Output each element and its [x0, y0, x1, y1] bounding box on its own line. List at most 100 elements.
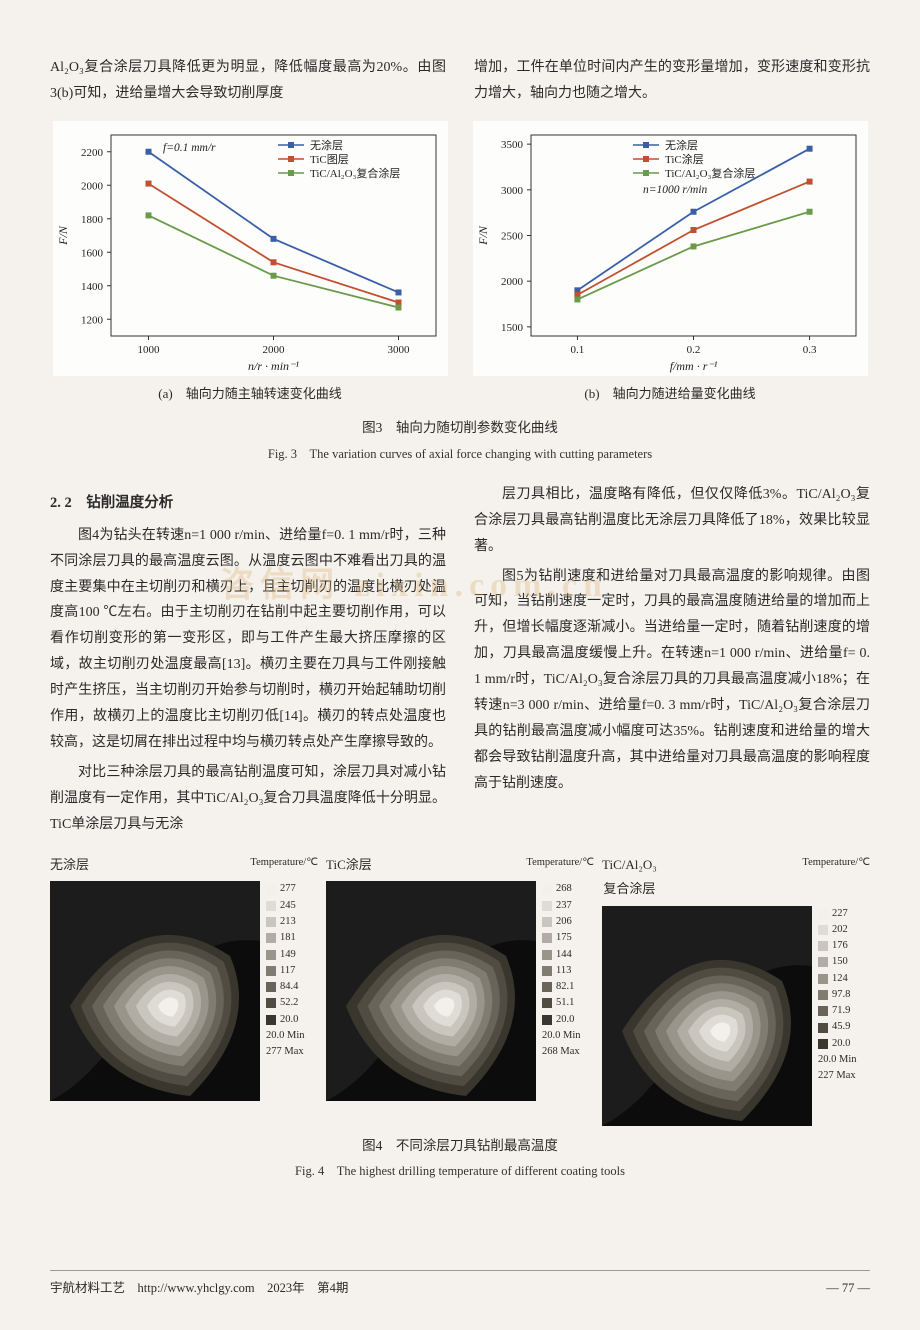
scale-swatch [818, 909, 828, 919]
svg-text:F/N: F/N [476, 225, 490, 246]
scale-swatch [818, 1006, 828, 1016]
scale-value: 117 [280, 963, 295, 979]
fig4-row: 无涂层 Temperature/℃ 27724521318114911784.452… [50, 853, 870, 1125]
scale-value: 206 [556, 914, 572, 930]
scale-swatch [542, 998, 552, 1008]
svg-text:3000: 3000 [501, 185, 524, 197]
scale-swatch [266, 885, 276, 895]
fig4-image: 26823720617514411382.151.120.020.0 Min26… [326, 881, 594, 1101]
top-left-text: Al₂O₃复合涂层刀具降低更为明显，降低幅度最高为20%。由图3(b)可知，进给… [50, 55, 446, 107]
scale-swatch [818, 974, 828, 984]
scale-swatch [542, 966, 552, 976]
scale-value: 181 [280, 930, 296, 946]
scale-value: 144 [556, 947, 572, 963]
scale-swatch [542, 885, 552, 895]
fig4-contour [50, 881, 260, 1101]
scale-swatch [818, 990, 828, 1000]
svg-text:1000: 1000 [137, 344, 160, 356]
svg-text:TiC涂层: TiC涂层 [665, 152, 704, 166]
scale-value: 150 [832, 954, 848, 970]
scale-swatch [542, 1015, 552, 1025]
svg-text:3000: 3000 [387, 344, 410, 356]
fig4-title: TiC涂层 [326, 853, 372, 877]
fig4-item: TiC/Al₂O₃ 复合涂层Temperature/℃2272021761501… [602, 853, 870, 1125]
scale-value: 20.0 [280, 1012, 298, 1028]
scale-value: 20.0 Min [266, 1028, 305, 1044]
svg-text:0.1: 0.1 [570, 344, 584, 356]
svg-text:1500: 1500 [501, 322, 524, 334]
svg-text:1800: 1800 [81, 214, 104, 226]
svg-text:F/N: F/N [56, 225, 70, 246]
svg-text:TiC图层: TiC图层 [310, 153, 349, 166]
fig3-caption-en: Fig. 3 The variation curves of axial for… [50, 443, 870, 466]
svg-text:2200: 2200 [81, 147, 104, 159]
fig4-title: TiC/Al₂O₃ 复合涂层 [602, 853, 657, 901]
fig4-image: 22720217615012497.871.945.920.020.0 Min2… [602, 906, 870, 1126]
scale-swatch [266, 966, 276, 976]
fig3b-subcap: (b) 轴向力随进给量变化曲线 [473, 382, 868, 406]
svg-text:1400: 1400 [81, 281, 104, 293]
svg-text:f=0.1 mm/r: f=0.1 mm/r [163, 142, 216, 154]
fig4-item: TiC涂层 Temperature/℃26823720617514411382.1… [326, 853, 594, 1125]
scale-value: 268 Max [542, 1044, 580, 1060]
scale-swatch [542, 917, 552, 927]
scale-value: 175 [556, 930, 572, 946]
fig4-title: 无涂层 [50, 853, 89, 877]
scale-value: 82.1 [556, 979, 574, 995]
top-right-text: 增加，工件在单位时间内产生的变形量增加，变形速度和变形抗力增大，轴向力也随之增大… [474, 55, 870, 107]
scale-swatch [266, 1015, 276, 1025]
fig4-scale: 22720217615012497.871.945.920.020.0 Min2… [812, 906, 870, 1126]
scale-value: 237 [556, 898, 572, 914]
scale-swatch [266, 950, 276, 960]
fig4-contour [602, 906, 812, 1126]
scale-value: 149 [280, 947, 296, 963]
svg-text:2000: 2000 [262, 344, 285, 356]
fig3a-box: 120014001600180020002200100020003000F/Nn… [53, 121, 448, 406]
section22-left-p1: 图4为钻头在转速n=1 000 r/min、进给量f=0. 1 mm/r时，三种… [50, 523, 446, 756]
fig4-image: 27724521318114911784.452.220.020.0 Min27… [50, 881, 318, 1101]
scale-value: 71.9 [832, 1003, 850, 1019]
svg-text:2000: 2000 [501, 276, 524, 288]
top-paragraph-row: Al₂O₃复合涂层刀具降低更为明显，降低幅度最高为20%。由图3(b)可知，进给… [50, 55, 870, 107]
fig4-caption: 图4 不同涂层刀具钻削最高温度 [50, 1134, 870, 1159]
footer-left: 宇航材料工艺 http://www.yhclgy.com 2023年 第4期 [50, 1277, 348, 1300]
svg-text:TiC/Al₂O₃复合涂层: TiC/Al₂O₃复合涂层 [310, 166, 400, 180]
scale-value: 124 [832, 971, 848, 987]
fig3-row: 120014001600180020002200100020003000F/Nn… [50, 121, 870, 406]
svg-text:n/r · min⁻¹: n/r · min⁻¹ [248, 359, 299, 373]
fig3b-box: 150020002500300035000.10.20.3F/Nf/mm · r… [473, 121, 868, 406]
section22-row: 2. 2 钻削温度分析 图4为钻头在转速n=1 000 r/min、进给量f=0… [50, 482, 870, 842]
scale-value: 20.0 [832, 1036, 850, 1052]
fig3a-subcap: (a) 轴向力随主轴转速变化曲线 [53, 382, 448, 406]
scale-swatch [542, 950, 552, 960]
svg-text:2500: 2500 [501, 230, 524, 242]
svg-text:无涂层: 无涂层 [665, 138, 698, 152]
scale-value: 227 [832, 906, 848, 922]
footer: 宇航材料工艺 http://www.yhclgy.com 2023年 第4期 —… [50, 1270, 870, 1300]
svg-text:2000: 2000 [81, 180, 104, 192]
scale-value: 245 [280, 898, 296, 914]
scale-value: 97.8 [832, 987, 850, 1003]
scale-swatch [818, 1023, 828, 1033]
scale-value: 51.1 [556, 995, 574, 1011]
fig3a-chart: 120014001600180020002200100020003000F/Nn… [53, 121, 448, 376]
scale-swatch [818, 957, 828, 967]
scale-value: 176 [832, 938, 848, 954]
scale-swatch [266, 901, 276, 911]
svg-text:0.3: 0.3 [802, 344, 816, 356]
svg-text:1200: 1200 [81, 314, 104, 326]
scale-swatch [542, 982, 552, 992]
scale-value: 213 [280, 914, 296, 930]
svg-text:f/mm · r⁻¹: f/mm · r⁻¹ [669, 359, 717, 373]
scale-value: 202 [832, 922, 848, 938]
section22-right: 层刀具相比，温度略有降低，但仅仅降低3%。TiC/Al₂O₃复合涂层刀具最高钻削… [474, 482, 870, 842]
fig4-caption-en: Fig. 4 The highest drilling temperature … [50, 1160, 870, 1183]
fig3-caption: 图3 轴向力随切削参数变化曲线 [50, 416, 870, 441]
svg-text:n=1000 r/min: n=1000 r/min [643, 184, 708, 196]
fig4-scale-label: Temperature/℃ [526, 853, 594, 879]
fig4-scale: 26823720617514411382.151.120.020.0 Min26… [536, 881, 594, 1101]
svg-text:0.2: 0.2 [686, 344, 700, 356]
scale-swatch [542, 933, 552, 943]
fig4-item: 无涂层Temperature/℃27724521318114911784.452… [50, 853, 318, 1125]
scale-value: 113 [556, 963, 571, 979]
